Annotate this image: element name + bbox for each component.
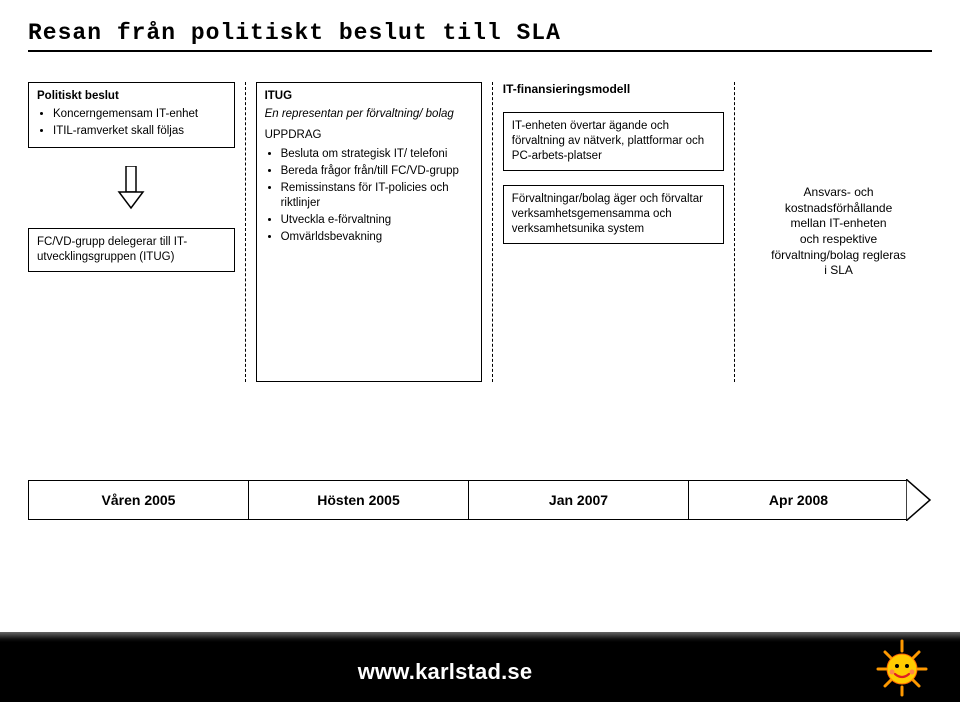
column-4: Ansvars- och kostnadsförhållande mellan … — [745, 82, 932, 382]
column-2: ITUG En representan per förvaltning/ bol… — [256, 82, 482, 382]
box-forvaltningar: Förvaltningar/bolag äger och förvaltar v… — [503, 185, 724, 244]
down-arrow-icon — [115, 166, 147, 210]
line: Ansvars- och — [804, 185, 874, 199]
box-subhead: UPPDRAG — [265, 128, 473, 143]
box-delegerar: FC/VD-grupp delegerar till IT-utveckling… — [28, 228, 235, 272]
column-1: Politiskt beslut Koncerngemensam IT-enhe… — [28, 82, 235, 382]
vertical-separator — [245, 82, 246, 382]
column-head: IT-finansieringsmodell — [503, 82, 724, 96]
box-head: Politiskt beslut — [37, 89, 226, 104]
line: mellan IT-enheten — [791, 216, 887, 230]
list-item: Omvärldsbevakning — [281, 230, 473, 245]
page-title: Resan från politiskt beslut till SLA — [28, 20, 932, 46]
vertical-separator — [734, 82, 735, 382]
timeline-seg: Våren 2005 — [29, 481, 249, 519]
responsibility-text: Ansvars- och kostnadsförhållande mellan … — [771, 185, 906, 279]
box-it-enheten: IT-enheten övertar ägande och förvaltnin… — [503, 112, 724, 171]
list-item: Bereda frågor från/till FC/VD-grupp — [281, 164, 473, 179]
timeline-seg: Hösten 2005 — [249, 481, 469, 519]
footer: www.karlstad.se — [0, 632, 960, 702]
box-subhead: En representan per förvaltning/ bolag — [265, 107, 473, 122]
line: och respektive — [800, 232, 877, 246]
list-item: Remissinstans för IT-policies och riktli… — [281, 181, 473, 211]
timeline-seg: Apr 2008 — [689, 481, 908, 519]
timeline: Våren 2005 Hösten 2005 Jan 2007 Apr 2008 — [28, 480, 932, 520]
diagram-columns: Politiskt beslut Koncerngemensam IT-enhe… — [28, 82, 932, 382]
sun-logo-icon — [872, 637, 932, 697]
box-text: IT-enheten övertar ägande och förvaltnin… — [512, 120, 704, 162]
list-item: Utveckla e-förvaltning — [281, 213, 473, 228]
title-divider — [28, 50, 932, 52]
list-item: ITIL-ramverket skall följas — [53, 124, 226, 139]
column-3: IT-finansieringsmodell IT-enheten överta… — [503, 82, 724, 382]
line: i SLA — [824, 263, 853, 277]
box-itug: ITUG En representan per förvaltning/ bol… — [256, 82, 482, 382]
timeline-arrow-icon — [906, 479, 932, 521]
line: förvaltning/bolag regleras — [771, 248, 906, 262]
footer-brand: www.karlstad.se — [358, 659, 603, 685]
box-text: FC/VD-grupp delegerar till IT-utveckling… — [37, 236, 187, 263]
footer-bar: www.karlstad.se — [0, 642, 960, 702]
vertical-separator — [492, 82, 493, 382]
timeline-seg: Jan 2007 — [469, 481, 689, 519]
list-item: Besluta om strategisk IT/ telefoni — [281, 147, 473, 162]
box-head: ITUG — [265, 89, 473, 104]
box-politiskt-beslut: Politiskt beslut Koncerngemensam IT-enhe… — [28, 82, 235, 148]
footer-gradient — [0, 632, 960, 642]
list-item: Koncerngemensam IT-enhet — [53, 107, 226, 122]
line: kostnadsförhållande — [785, 201, 892, 215]
box-text: Förvaltningar/bolag äger och förvaltar v… — [512, 193, 703, 235]
